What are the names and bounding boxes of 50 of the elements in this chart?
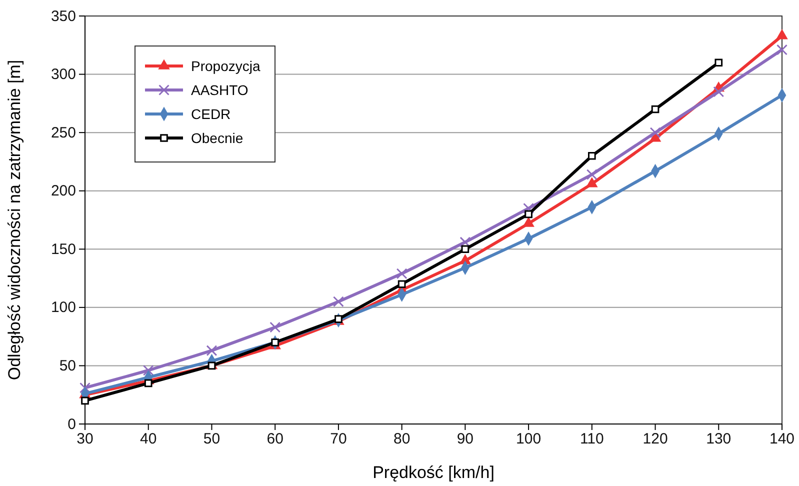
point [586,177,598,188]
point [460,236,471,248]
point [586,169,598,180]
point [461,245,470,254]
x-tick-label: 50 [203,430,220,448]
x-tick-label: 130 [706,430,732,448]
y-tick-label: 200 [50,182,76,200]
y-tick-label: 300 [50,66,76,84]
point [80,382,90,394]
x-tick-label: 120 [642,430,668,448]
x-tick-label: 110 [580,430,604,448]
y-tick-label: 150 [50,240,76,258]
point [332,296,344,308]
point [81,396,89,405]
point [206,345,218,356]
point [208,362,216,370]
point [398,280,406,288]
y-tick-label: 350 [50,8,76,25]
x-tick-label: 100 [516,430,542,448]
legend-label: CEDR [191,106,231,122]
x-axis-title: Prędkość [km/h] [372,463,494,482]
point [144,379,152,388]
y-tick-label: 100 [50,299,76,316]
point [776,29,788,40]
y-tick-label: 250 [50,124,76,142]
x-tick-label: 90 [456,430,474,448]
x-tick-label: 60 [266,430,284,448]
x-tick-label: 40 [140,430,157,448]
y-axis-title: Odległość widoczności na zatrzymanie [m] [5,60,24,380]
y-tick-label: 50 [59,358,76,375]
point [650,127,661,138]
point [270,322,281,333]
point [524,210,532,218]
legend-label: AASHTO [191,82,248,98]
legend-label: Propozycja [191,58,260,74]
legend-label: Obecnie [191,130,244,146]
point [776,44,788,56]
x-tick-label: 140 [769,430,795,448]
point [271,338,280,346]
point [714,58,723,67]
x-tick-label: 80 [393,430,410,448]
point [523,202,534,214]
point [713,86,724,98]
point [142,364,154,376]
point [396,268,408,280]
x-tick-label: 30 [76,430,94,448]
point [588,152,596,160]
point [651,105,660,114]
y-tick-label: 0 [68,416,76,433]
x-tick-label: 70 [330,430,347,448]
